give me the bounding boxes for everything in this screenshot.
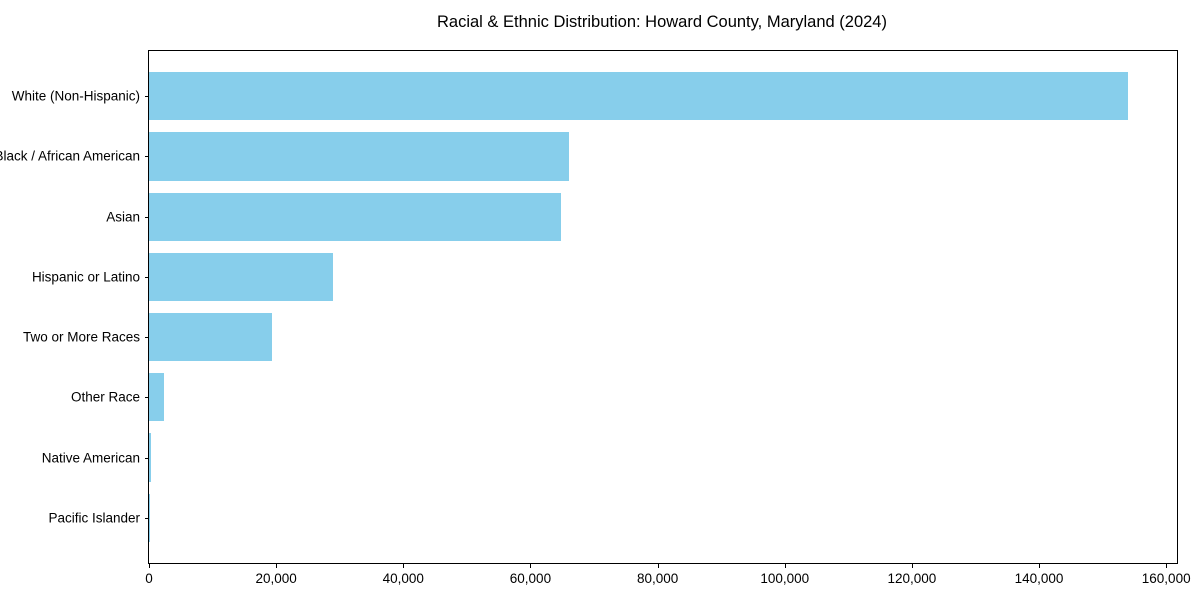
y-tick-label-two-or-more-races: Two or More Races [22, 329, 140, 345]
y-tick-mark [145, 517, 149, 519]
bar-asian [149, 192, 561, 241]
y-tick-label-black-african-american: Black / African American [0, 148, 140, 164]
x-tick-mark [1166, 563, 1168, 568]
bar-other-race [149, 373, 164, 422]
x-tick-mark [149, 563, 150, 568]
y-tick-label-native-american: Native American [41, 450, 140, 466]
y-tick-mark [145, 216, 149, 218]
x-tick-mark [911, 563, 913, 568]
x-tick-label: 160,000 [1141, 571, 1191, 586]
x-tick-mark [657, 563, 659, 568]
bar-white-non-hispanic [149, 72, 1129, 121]
x-tick-label: 40,000 [382, 571, 424, 586]
x-tick-mark [530, 563, 532, 568]
bar-two-or-more-races [149, 313, 272, 362]
y-tick-label-asian: Asian [106, 209, 140, 225]
y-tick-mark [145, 156, 149, 158]
plot-area: White (Non-Hispanic) Black / African Amer… [0, 50, 1191, 586]
y-tick-label-white-non-hispanic: White (Non-Hispanic) [11, 88, 140, 104]
y-tick-label-other-race: Other Race [70, 389, 140, 405]
y-tick-label-hispanic-or-latino: Hispanic or Latino [31, 269, 140, 285]
x-tick-mark [1039, 563, 1041, 568]
y-tick-mark [145, 276, 149, 278]
x-tick-label: 60,000 [509, 571, 552, 586]
chart-title: Racial & Ethnic Distribution: Howard Cou… [437, 13, 887, 31]
y-tick-mark [145, 457, 149, 459]
x-tick-label: 20,000 [255, 571, 297, 586]
bar-pacific-islander [149, 493, 150, 542]
x-tick-label: 100,000 [760, 571, 810, 586]
bar-hispanic-or-latino [149, 252, 333, 301]
x-tick-mark [784, 563, 786, 568]
x-tick-label: 80,000 [636, 571, 679, 586]
y-tick-label-pacific-islander: Pacific Islander [48, 510, 140, 526]
x-tick-label: 0 [145, 571, 153, 586]
x-tick-mark [403, 563, 405, 568]
y-tick-mark [145, 337, 149, 339]
bar-native-american [149, 433, 151, 482]
x-tick-mark [276, 563, 278, 568]
x-tick-label: 120,000 [887, 571, 937, 586]
x-tick-label: 140,000 [1014, 571, 1064, 586]
bar-black-african-american [149, 132, 570, 181]
y-tick-mark [145, 96, 149, 98]
y-tick-mark [145, 397, 149, 399]
